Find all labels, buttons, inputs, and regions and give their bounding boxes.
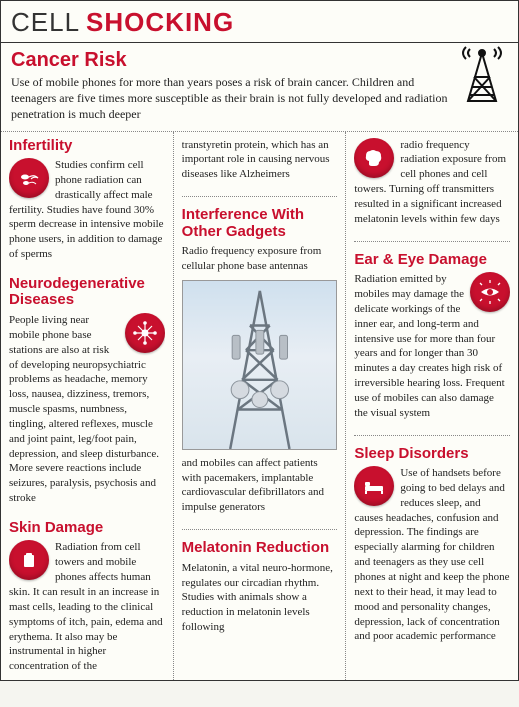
col3-continuation: radio frequency radiation exposure from … [354, 138, 510, 227]
interference-top: Radio frequency exposure from cellular p… [182, 244, 338, 274]
header-word-shocking: SHOCKING [86, 7, 234, 38]
melatonin-body: Melatonin, a vital neuro-hormone, regula… [182, 561, 338, 635]
neuro-title: Neurodegenerative Diseases [9, 276, 165, 309]
column-3: radio frequency radiation exposure from … [345, 132, 518, 680]
sleep-title: Sleep Disorders [354, 446, 510, 463]
divider [182, 196, 338, 197]
divider [182, 529, 338, 530]
header-bar: CELL SHOCKING [1, 1, 518, 43]
column-1: Infertility Studies confirm cell phone r… [1, 132, 173, 680]
infertility-body: Studies confirm cell phone radiation can… [9, 158, 165, 262]
header-word-cell: CELL [11, 7, 80, 38]
intro-block: Cancer Risk Use of mobile phones for mor… [1, 43, 518, 132]
eye-icon [470, 272, 510, 312]
brain-icon [354, 138, 394, 178]
interference-bottom: and mobiles can affect patients with pac… [182, 456, 338, 515]
eareye-title: Ear & Eye Damage [354, 252, 510, 269]
skin-body: Radiation from cell towers and mobile ph… [9, 540, 165, 674]
bed-icon [354, 466, 394, 506]
cell-tower-photo [182, 280, 338, 450]
skin-icon [9, 540, 49, 580]
intro-title: Cancer Risk [11, 49, 508, 72]
infographic-container: CELL SHOCKING Cancer Risk Use of mobile … [0, 0, 519, 681]
columns: Infertility Studies confirm cell phone r… [1, 132, 518, 680]
eareye-body: Radiation emitted by mobiles may damage … [354, 272, 510, 420]
divider [354, 241, 510, 242]
sleep-body: Use of handsets before going to bed dela… [354, 466, 510, 644]
cell-tower-icon [456, 45, 508, 103]
neuron-icon [125, 313, 165, 353]
melatonin-title: Melatonin Reduction [182, 540, 338, 557]
neuro-body: People living near mobile phone base sta… [9, 313, 165, 506]
col2-continuation: transtyretin protein, which has an impor… [182, 138, 338, 183]
skin-title: Skin Damage [9, 520, 165, 537]
interference-title: Interference With Other Gadgets [182, 207, 338, 240]
infertility-title: Infertility [9, 138, 165, 155]
divider [354, 435, 510, 436]
sperm-icon [9, 158, 49, 198]
column-2: transtyretin protein, which has an impor… [173, 132, 346, 680]
intro-text: Use of mobile phones for more than years… [11, 74, 508, 123]
